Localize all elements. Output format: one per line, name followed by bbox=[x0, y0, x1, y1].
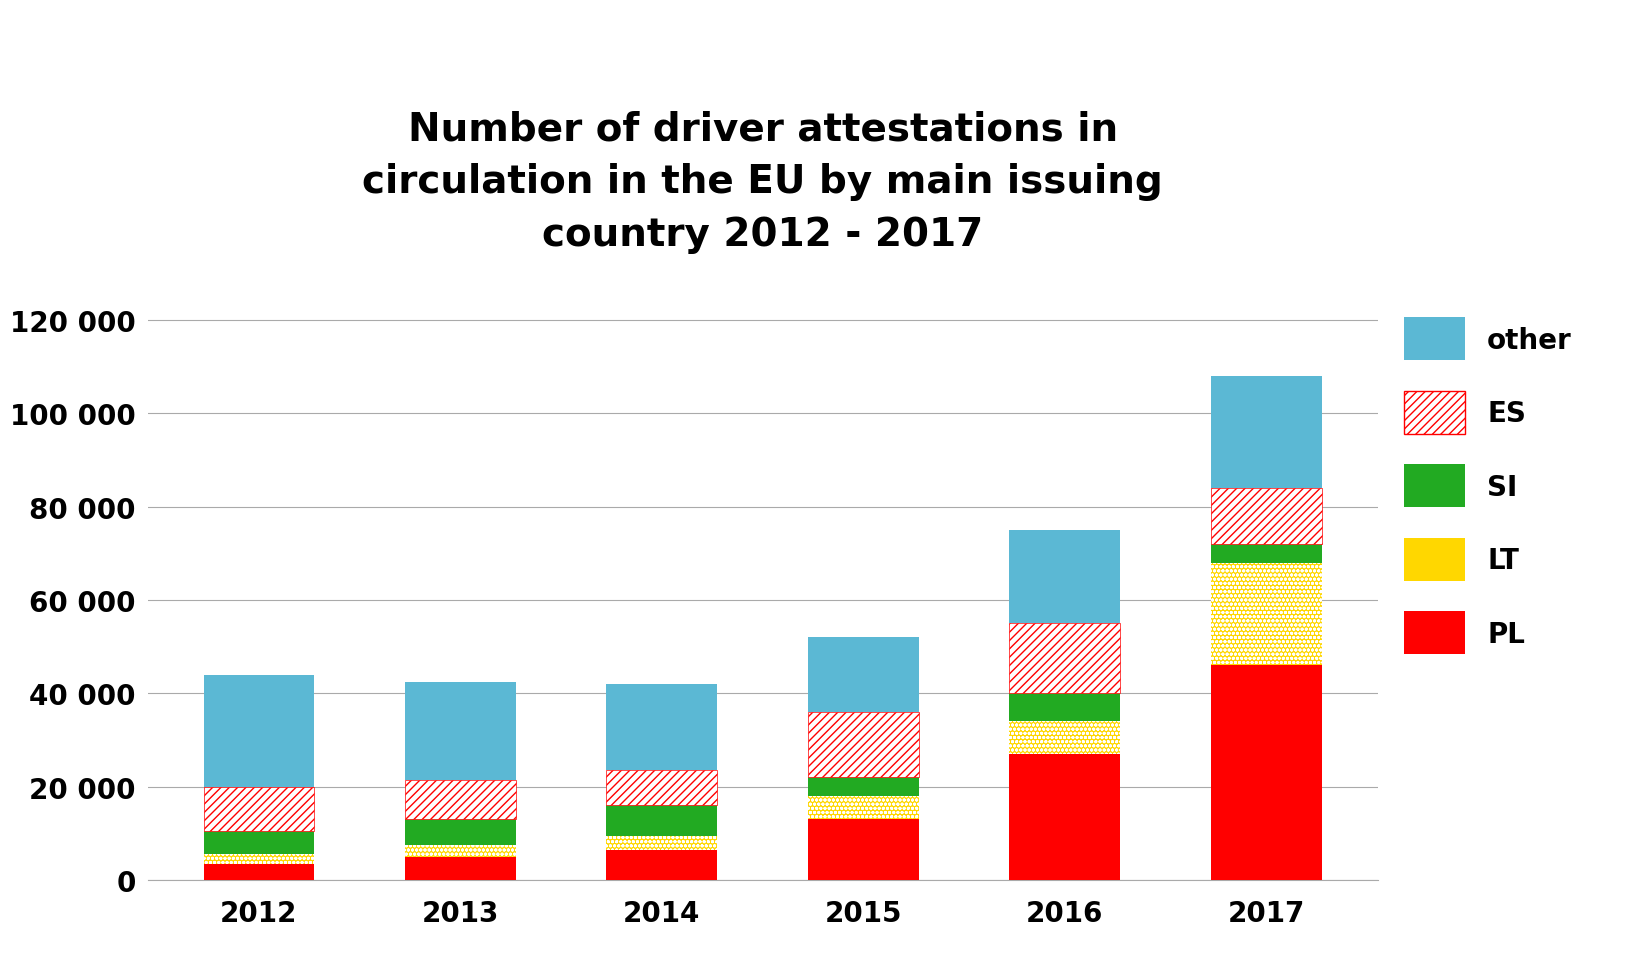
Bar bbox=[1210, 377, 1321, 488]
Bar bbox=[606, 836, 716, 850]
Title: Number of driver attestations in
circulation in the EU by main issuing
country 2: Number of driver attestations in circula… bbox=[362, 111, 1162, 254]
Bar bbox=[203, 787, 315, 831]
Bar bbox=[405, 682, 516, 779]
Bar bbox=[203, 855, 315, 864]
Bar bbox=[1210, 545, 1321, 563]
Bar bbox=[1210, 488, 1321, 545]
Bar bbox=[1210, 666, 1321, 880]
Bar bbox=[808, 820, 918, 880]
Bar bbox=[1008, 722, 1119, 754]
Bar bbox=[405, 845, 516, 857]
Bar bbox=[1008, 754, 1119, 880]
Legend: other, ES, SI, LT, PL: other, ES, SI, LT, PL bbox=[1403, 318, 1570, 654]
Bar bbox=[203, 855, 315, 864]
Bar bbox=[808, 778, 918, 796]
Bar bbox=[1008, 722, 1119, 754]
Bar bbox=[606, 850, 716, 880]
Bar bbox=[808, 796, 918, 820]
Bar bbox=[405, 779, 516, 820]
Bar bbox=[405, 845, 516, 857]
Bar bbox=[606, 771, 716, 806]
Bar bbox=[808, 712, 918, 778]
Bar bbox=[1210, 563, 1321, 666]
Bar bbox=[606, 806, 716, 836]
Bar bbox=[808, 638, 918, 712]
Bar bbox=[203, 831, 315, 855]
Bar bbox=[808, 796, 918, 820]
Bar bbox=[606, 836, 716, 850]
Bar bbox=[1008, 530, 1119, 624]
Bar bbox=[1008, 693, 1119, 722]
Bar bbox=[1210, 563, 1321, 666]
Bar bbox=[606, 685, 716, 771]
Bar bbox=[203, 864, 315, 880]
Bar bbox=[405, 820, 516, 845]
Bar bbox=[203, 675, 315, 787]
Bar bbox=[1008, 624, 1119, 693]
Bar bbox=[405, 857, 516, 880]
